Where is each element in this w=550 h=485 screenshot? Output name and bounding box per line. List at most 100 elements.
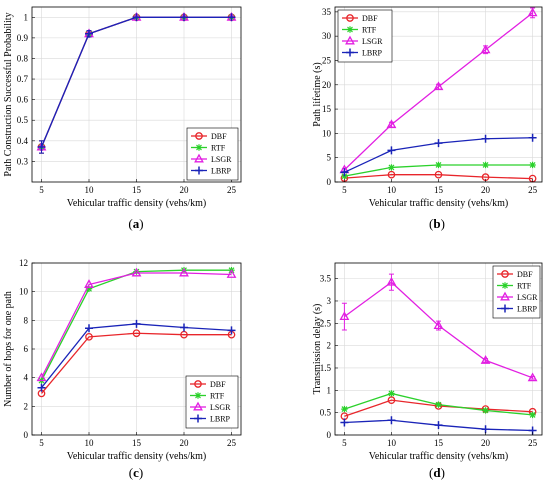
marker-plus	[340, 418, 349, 427]
panel-a: 5 10 15 20 25 0.3 0.4 0.5 0.6 0.7 0.8 0.9 1 Vehicular…	[3, 6, 242, 231]
data-point-dbf	[387, 170, 396, 179]
data-point-lbrp	[85, 29, 93, 38]
data-point-lbrp	[434, 421, 443, 430]
data-point-lbrp	[180, 13, 188, 22]
y-axis-label: Number of hops for one path	[3, 291, 14, 407]
data-point-lbrp	[132, 319, 141, 328]
y-tick-label: 6	[24, 344, 29, 354]
marker-plus	[227, 13, 236, 22]
panel-label: (d)	[429, 465, 445, 480]
data-point-rtf	[341, 405, 348, 413]
legend-entry: LSGR	[211, 155, 232, 164]
x-tick-label: 10	[387, 185, 397, 195]
marker-circle	[434, 170, 443, 179]
panel-d: 5 10 15 20 25 0 0.5 1 1.5 2 2.5 3 3.5 Vehicular traff…	[312, 262, 543, 480]
data-point-lbrp	[37, 383, 46, 392]
data-point-dbf	[434, 170, 443, 179]
legend-box	[492, 265, 541, 319]
legend-entry: LBRP	[517, 305, 538, 314]
marker-circle	[501, 270, 509, 278]
marker-circle	[194, 380, 202, 388]
marker-plus	[387, 416, 396, 425]
x-tick-label: 15	[434, 438, 444, 448]
data-point-lsgr	[131, 267, 142, 277]
marker-plus	[481, 425, 490, 434]
series-lbrp	[37, 13, 236, 154]
data-point-lsgr	[527, 372, 538, 382]
legend-marker	[194, 414, 202, 423]
y-axis-label: Transmission delay (s)	[312, 304, 323, 395]
marker-triangle	[339, 311, 350, 321]
data-point-lsgr	[386, 276, 397, 286]
x-tick-label: 20	[180, 185, 190, 195]
marker-star	[85, 285, 93, 292]
data-point-lbrp	[387, 146, 396, 155]
data-point-dbf	[85, 332, 93, 341]
data-point-lbrp	[180, 323, 188, 332]
x-tick-label: 10	[85, 185, 95, 195]
data-point-lsgr	[433, 81, 444, 91]
marker-triangle	[433, 81, 444, 91]
marker-plus	[434, 421, 443, 430]
x-tick-label: 20	[180, 438, 190, 448]
data-point-lbrp	[132, 13, 141, 22]
y-tick-label: 0.9	[17, 33, 29, 43]
y-tick-label: 0.7	[17, 74, 29, 84]
legend-marker	[501, 270, 509, 278]
legend-entry: LSGR	[362, 37, 383, 46]
marker-star	[435, 161, 442, 169]
marker-star	[388, 390, 395, 397]
marker-star	[194, 392, 202, 399]
legend-entry: RTF	[211, 144, 226, 153]
y-tick-label: 0.8	[17, 53, 29, 63]
marker-plus	[481, 134, 490, 143]
marker-plus	[132, 13, 141, 22]
x-tick-label: 20	[481, 438, 491, 448]
data-point-lbrp	[481, 425, 490, 434]
data-point-lsgr	[480, 355, 491, 364]
marker-plus	[85, 324, 93, 333]
legend-marker	[345, 35, 355, 45]
x-tick-label: 15	[132, 185, 142, 195]
legend-marker	[195, 166, 203, 175]
panel-c: 5 10 15 20 25 0 2 4 6 8 10 12 Vehicular traffic dens…	[3, 258, 242, 480]
series-line-dbf	[41, 332, 232, 394]
data-point-rtf	[529, 411, 536, 419]
marker-plus	[132, 319, 141, 328]
data-point-lsgr	[84, 279, 94, 288]
data-point-lbrp	[528, 133, 537, 142]
data-point-rtf	[388, 164, 395, 171]
legend-entry: RTF	[210, 392, 225, 401]
panel-label-letter: d	[433, 465, 441, 480]
y-tick-label: 30	[322, 31, 332, 41]
marker-triangle	[527, 7, 538, 17]
series-line-lsgr	[40, 272, 232, 378]
legend-entry: DBF	[211, 132, 227, 141]
x-tick-label: 25	[227, 438, 237, 448]
legend: DBF RTF LSGR LBRP	[186, 127, 239, 181]
data-point-lsgr	[339, 311, 350, 321]
panel-label: (b)	[429, 216, 445, 231]
legend-marker	[500, 291, 510, 301]
marker-triangle	[194, 153, 204, 163]
marker-star	[388, 164, 395, 171]
marker-plus	[340, 168, 349, 177]
y-tick-label: 1	[327, 385, 332, 395]
marker-star	[482, 407, 489, 414]
data-point-lbrp	[340, 168, 349, 177]
marker-triangle	[193, 401, 203, 411]
series-lsgr	[36, 267, 237, 382]
series-line-dbf	[344, 174, 533, 180]
marker-triangle	[179, 267, 189, 277]
legend-entry: RTF	[517, 282, 532, 291]
series-lsgr	[339, 273, 538, 382]
legend: DBF RTF LSGR LBRP	[492, 265, 541, 319]
marker-plus	[194, 414, 202, 423]
y-axis-label: Path Construction Successful Probability	[3, 12, 14, 176]
data-point-lbrp	[387, 416, 396, 425]
x-tick-label: 15	[132, 438, 142, 448]
y-tick-label: 3	[327, 296, 332, 306]
marker-star	[529, 161, 536, 169]
